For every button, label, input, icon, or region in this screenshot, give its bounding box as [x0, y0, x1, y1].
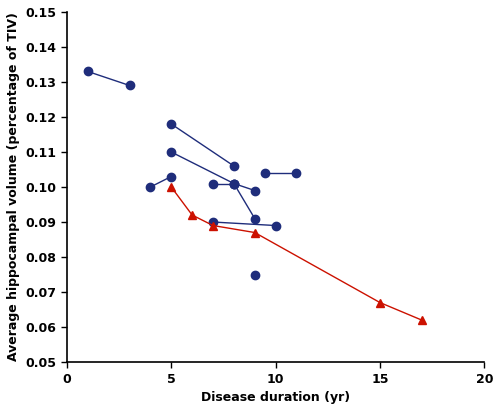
Y-axis label: Average hippocampal volume (percentage of TIV): Average hippocampal volume (percentage o… [7, 13, 20, 361]
X-axis label: Disease duration (yr): Disease duration (yr) [201, 391, 350, 404]
